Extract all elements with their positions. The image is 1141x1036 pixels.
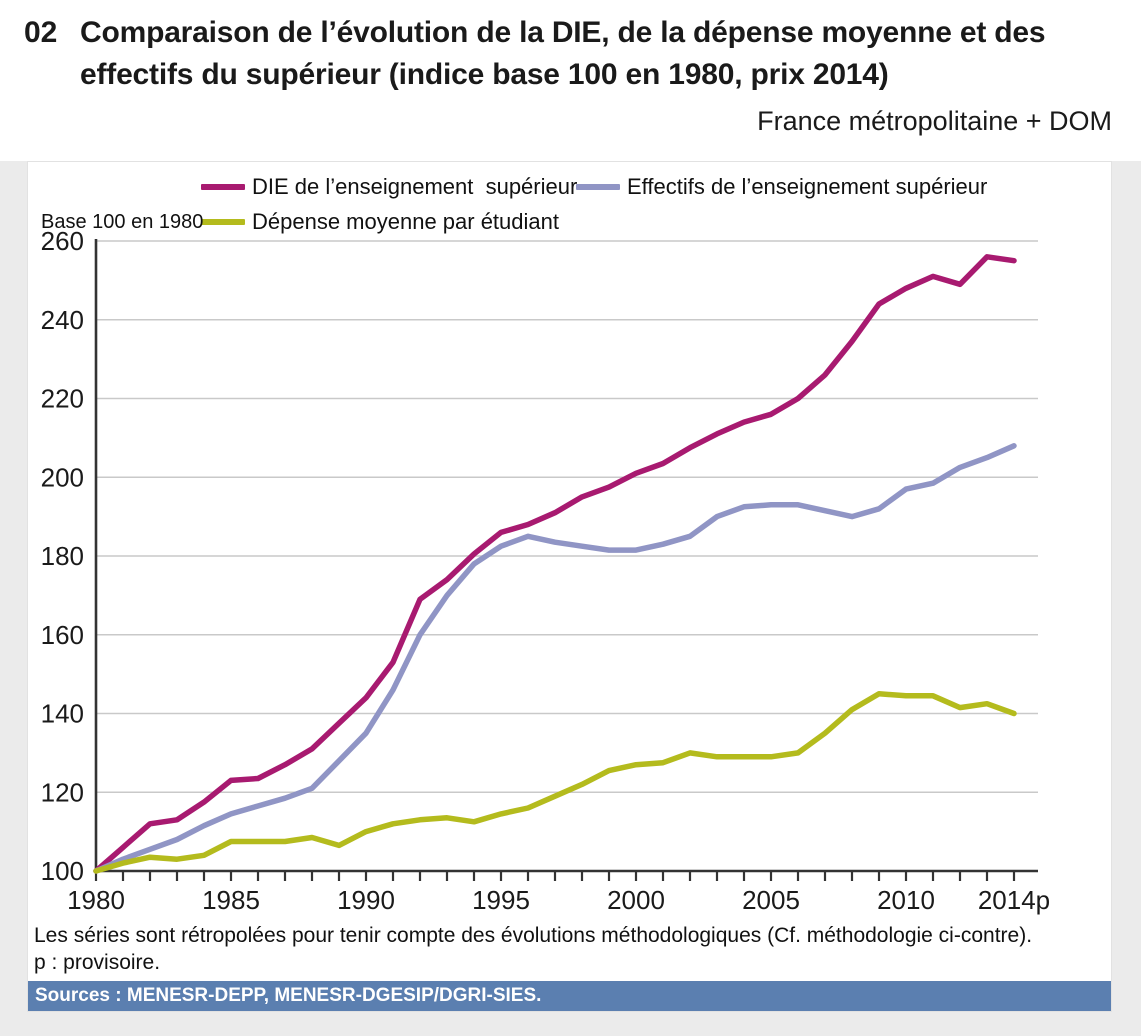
legend-swatch-die: [201, 184, 245, 190]
svg-text:240: 240: [41, 305, 84, 335]
svg-text:1995: 1995: [472, 885, 530, 915]
svg-text:140: 140: [41, 699, 84, 729]
line-chart: 100 120 140 160 180 200 220 240 260 1980 1985 1990 1…: [41, 226, 1051, 915]
title-line-1: Comparaison de l’évolution de la DIE, de…: [80, 16, 1046, 49]
source-text: Sources : MENESR-DEPP, MENESR-DGESIP/DGR…: [35, 985, 542, 1006]
svg-text:2005: 2005: [742, 885, 800, 915]
legend-label-effectifs: Effectifs de l’enseignement supérieur: [627, 174, 988, 199]
figure-box: DIE de l’enseignement supérieur Effectif…: [27, 161, 1112, 1012]
legend-swatch-depense: [201, 219, 245, 225]
figure-number: 02: [24, 16, 58, 49]
title-line-2: effectifs du supérieur (indice base 100 …: [80, 58, 889, 91]
footnote-methodology: Les séries sont rétropolées pour tenir c…: [34, 924, 1033, 947]
legend-label-die: DIE de l’enseignement supérieur: [252, 174, 578, 199]
svg-text:1990: 1990: [337, 885, 395, 915]
svg-text:1985: 1985: [202, 885, 260, 915]
svg-text:2010: 2010: [877, 885, 935, 915]
svg-text:2014p: 2014p: [978, 885, 1050, 915]
svg-text:160: 160: [41, 620, 84, 650]
y-axis-note: Base 100 en 1980: [41, 211, 204, 233]
source-bar: Sources : MENESR-DEPP, MENESR-DGESIP/DGR…: [28, 981, 1111, 1011]
region-note: France métropolitaine + DOM: [757, 106, 1112, 136]
svg-text:100: 100: [41, 856, 84, 886]
svg-text:180: 180: [41, 541, 84, 571]
svg-text:1980: 1980: [67, 885, 125, 915]
svg-text:120: 120: [41, 777, 84, 807]
legend-label-depense: Dépense moyenne par étudiant: [252, 209, 559, 234]
svg-text:200: 200: [41, 462, 84, 492]
page-title: Comparaison de l’évolution de la DIE, de…: [80, 12, 1120, 96]
legend-swatch-effectifs: [576, 184, 620, 190]
svg-text:220: 220: [41, 384, 84, 414]
footnote-provisional: p : provisoire.: [34, 951, 161, 974]
svg-text:260: 260: [41, 226, 84, 256]
svg-text:2000: 2000: [607, 885, 665, 915]
footnotes: Les séries sont rétropolées pour tenir c…: [34, 922, 1032, 976]
